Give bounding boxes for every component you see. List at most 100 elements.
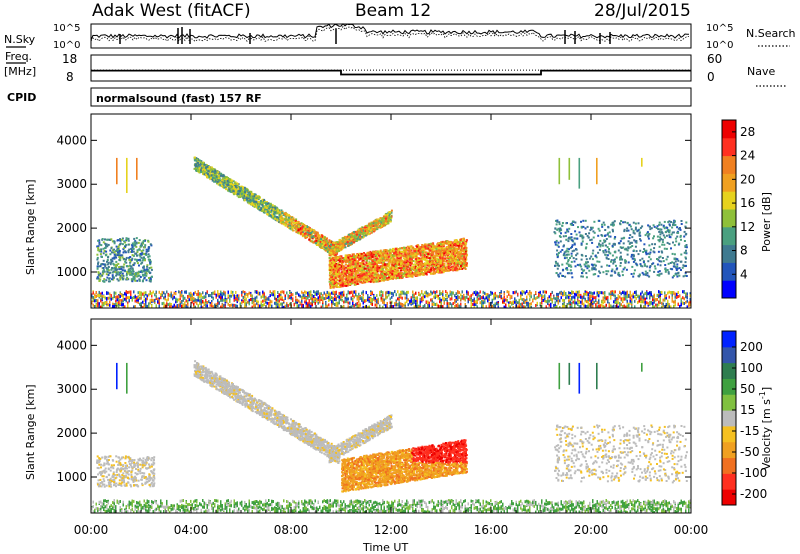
power-range-cell	[263, 294, 265, 298]
power-range-cell	[623, 304, 625, 308]
power-band-cell	[291, 224, 293, 227]
power-range-cell	[337, 303, 339, 307]
power-range-cell	[242, 295, 244, 299]
power-range-cell	[145, 297, 147, 301]
power-range-cell	[521, 290, 523, 294]
power-upper-cell	[377, 218, 380, 221]
power-range-cell	[307, 291, 309, 295]
power-range-cell	[554, 297, 556, 301]
power-upper-cell	[358, 234, 361, 237]
power-range-cell	[506, 290, 508, 294]
power-range-cell	[134, 305, 136, 308]
power-range-cell	[415, 291, 417, 295]
power-upper-cell	[366, 224, 369, 227]
power-range-cell	[190, 298, 192, 302]
power-range-cell	[188, 294, 190, 298]
power-band-cell	[253, 205, 256, 208]
power-band-cell	[272, 215, 274, 218]
power-range-cell	[208, 300, 210, 304]
power-range-cell	[346, 296, 348, 300]
power-range-cell	[515, 290, 517, 294]
power-range-cell	[224, 291, 226, 295]
power-range-cell	[407, 298, 409, 302]
power-range-cell	[193, 296, 195, 300]
power-range-cell	[473, 291, 475, 295]
power-range-cell	[319, 300, 321, 304]
power-range-cell	[652, 295, 654, 299]
power-band-cell	[290, 218, 293, 220]
power-range-cell	[517, 305, 519, 308]
power-range-cell	[100, 294, 102, 298]
power-range-cell	[659, 295, 661, 299]
power-range-cell	[689, 292, 691, 296]
power-range-cell	[356, 302, 358, 305]
power-range-cell	[689, 303, 691, 307]
power-range-cell	[217, 290, 219, 294]
power-range-cell	[611, 305, 613, 308]
power-range-cell	[391, 300, 393, 304]
power-band-cell	[241, 188, 244, 190]
power-range-cell	[442, 305, 444, 308]
power-range-cell	[277, 298, 279, 302]
power-range-cell	[649, 302, 651, 306]
power-range-cell	[250, 293, 252, 297]
power-band-cell	[193, 156, 196, 159]
power-range-cell	[520, 291, 522, 295]
power-range-cell	[517, 292, 519, 296]
power-range-cell	[449, 297, 451, 301]
power-range-cell	[580, 304, 582, 308]
power-range-cell	[286, 291, 288, 295]
power-range-cell	[325, 296, 327, 300]
power-range-cell	[427, 292, 429, 296]
power-main-cell	[339, 285, 342, 288]
power-range-cell	[125, 296, 127, 300]
power-range-cell	[124, 297, 126, 301]
power-band-cell	[217, 171, 220, 174]
power-range-cell	[503, 295, 505, 299]
power-range-cell	[145, 299, 147, 303]
power-range-cell	[112, 305, 114, 308]
power-band-cell	[281, 210, 284, 213]
power-range-cell	[677, 295, 679, 298]
power-band-cell	[279, 219, 282, 222]
power-range-cell	[328, 303, 330, 307]
power-range-cell	[232, 303, 234, 307]
power-range-cell	[166, 290, 168, 294]
power-range-cell	[376, 300, 378, 303]
power-main-cell	[341, 280, 344, 283]
power-range-cell	[665, 294, 667, 298]
power-range-cell	[203, 303, 205, 307]
power-band-cell	[325, 242, 328, 245]
power-range-cell	[449, 302, 451, 306]
power-range-cell	[572, 295, 574, 299]
power-range-cell	[341, 298, 343, 302]
power-range-cell	[134, 295, 136, 299]
power-band-cell	[206, 165, 209, 168]
power-range-cell	[505, 303, 507, 307]
power-range-cell	[127, 291, 129, 294]
power-upper-cell	[374, 219, 377, 222]
power-range-cell	[184, 290, 186, 294]
power-range-cell	[599, 291, 601, 295]
power-main-cell	[408, 254, 411, 256]
power-band-cell	[241, 194, 244, 197]
power-range-cell	[121, 293, 123, 297]
power-upper-cell	[349, 239, 352, 242]
power-range-cell	[157, 297, 159, 301]
power-band-cell	[317, 240, 320, 242]
power-range-cell	[149, 301, 151, 305]
power-range-cell	[496, 294, 498, 298]
power-range-cell	[232, 293, 234, 297]
power-range-cell	[391, 305, 393, 308]
power-band-cell	[319, 235, 322, 238]
power-range-cell	[277, 300, 279, 304]
power-range-cell	[226, 298, 228, 301]
power-range-cell	[542, 295, 544, 299]
power-upper-cell	[332, 247, 335, 250]
power-upper-cell	[358, 233, 361, 235]
power-range-cell	[167, 294, 169, 298]
power-range-cell	[412, 294, 414, 297]
power-range-cell	[542, 290, 544, 294]
power-range-cell	[512, 291, 514, 295]
power-range-cell	[239, 305, 241, 308]
